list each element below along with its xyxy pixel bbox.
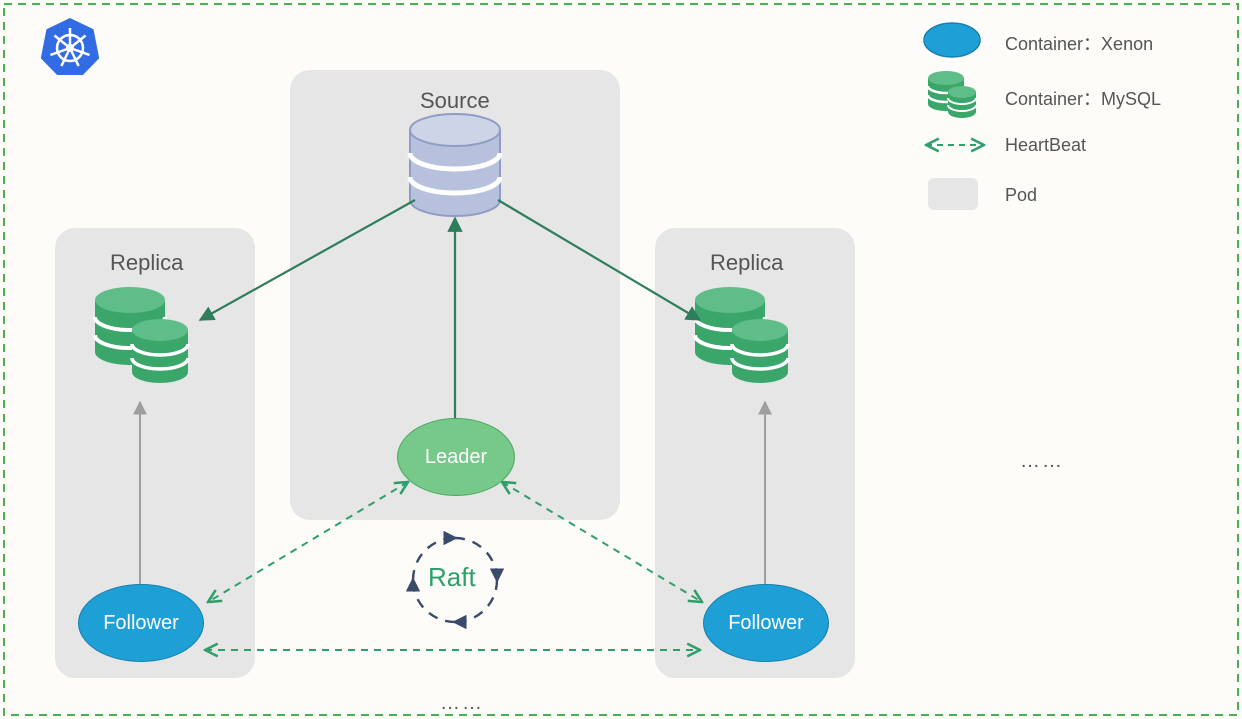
- legend-pod-text: Pod: [1005, 185, 1037, 206]
- leader-node: Leader: [397, 418, 515, 496]
- replica-left-db-icon: [95, 287, 188, 383]
- raft-label: Raft: [428, 562, 476, 593]
- legend-xenon-text: Container：Xenon: [1005, 30, 1153, 56]
- replica-right-db-icon: [695, 287, 788, 383]
- follower-left-node: Follower: [78, 584, 204, 662]
- kubernetes-icon: [41, 18, 99, 75]
- legend-mysql-text: Container：MySQL: [1005, 85, 1161, 111]
- legend-pod-icon: [928, 178, 978, 210]
- legend-mysql-icon: [928, 71, 976, 118]
- leader-label: Leader: [425, 446, 487, 469]
- ellipsis-bottom: ……: [440, 692, 484, 715]
- legend-xenon-icon: [924, 23, 980, 57]
- heartbeat-leader-followerR: [502, 482, 702, 602]
- heartbeat-leader-followerL: [208, 482, 408, 602]
- diagram-canvas: Replica Source Replica: [0, 0, 1242, 719]
- source-db-icon: [410, 114, 500, 216]
- follower-right-label: Follower: [728, 612, 804, 635]
- ellipsis-right: ……: [1020, 450, 1064, 473]
- follower-left-label: Follower: [103, 612, 179, 635]
- follower-right-node: Follower: [703, 584, 829, 662]
- arrow-source-to-left: [200, 200, 415, 320]
- legend-heartbeat-text: HeartBeat: [1005, 135, 1086, 156]
- arrow-source-to-right: [498, 200, 700, 320]
